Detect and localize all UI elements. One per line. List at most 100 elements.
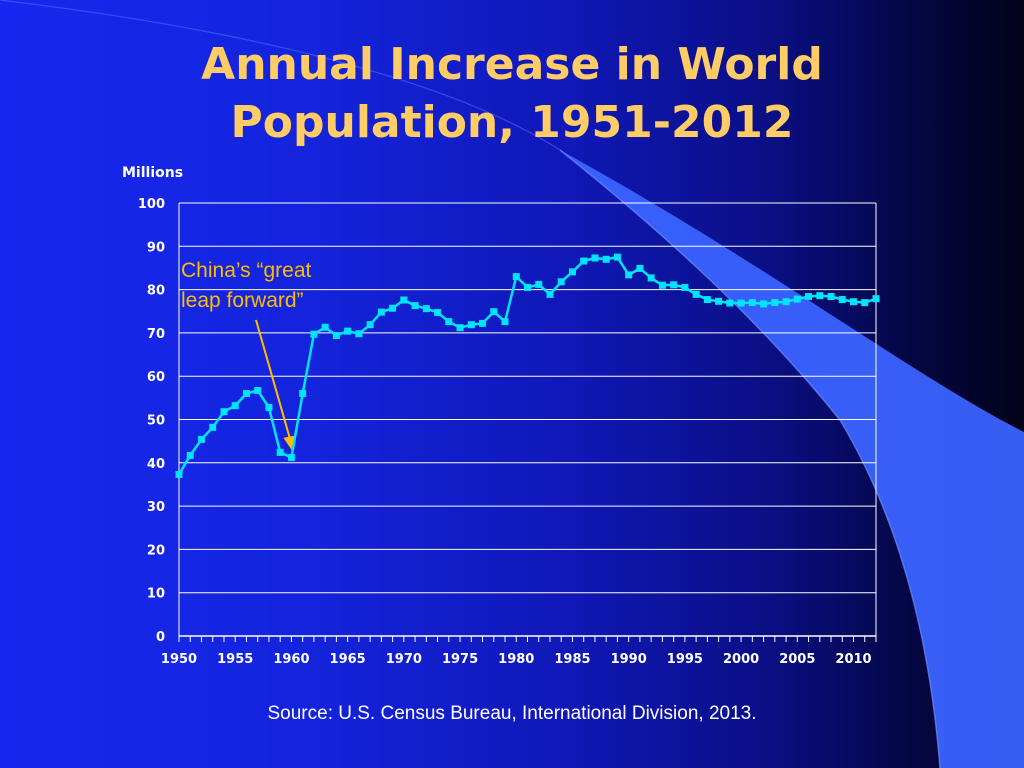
x-tick-label-1965: 1965	[330, 652, 366, 667]
data-point-2007	[816, 292, 824, 300]
x-tick-label-1970: 1970	[386, 652, 422, 667]
data-point-1974	[445, 318, 453, 326]
data-point-1980	[512, 273, 520, 281]
data-point-1996	[692, 290, 700, 298]
data-point-1976	[467, 321, 475, 329]
x-tick-label-1960: 1960	[273, 652, 309, 667]
data-point-1957	[254, 386, 262, 394]
data-point-2000	[737, 299, 745, 307]
y-axis-unit-label: Millions	[122, 165, 183, 181]
data-point-1998	[715, 297, 723, 305]
data-point-1975	[456, 324, 464, 332]
data-point-1963	[321, 323, 329, 331]
data-point-1973	[434, 309, 442, 317]
data-point-2002	[760, 300, 768, 308]
x-tick-label-2005: 2005	[779, 652, 815, 667]
data-point-1965	[344, 327, 352, 335]
data-point-2003	[771, 299, 779, 307]
data-point-2009	[838, 296, 846, 304]
y-tick-label-30: 30	[147, 500, 165, 515]
x-tick-label-1980: 1980	[498, 652, 534, 667]
x-tick-label-1995: 1995	[667, 652, 703, 667]
data-point-1991	[636, 264, 644, 272]
source-citation: Source: U.S. Census Bureau, Internationa…	[267, 703, 757, 724]
data-point-1985	[568, 268, 576, 276]
data-point-1954	[220, 408, 228, 416]
data-point-1989	[613, 253, 621, 261]
data-point-1986	[580, 257, 588, 265]
y-tick-label-10: 10	[147, 587, 165, 602]
slide-title: Annual Increase in World Population, 195…	[0, 36, 1024, 152]
x-tick-label-2000: 2000	[723, 652, 759, 667]
data-point-2008	[827, 293, 835, 301]
x-axis	[178, 635, 877, 642]
data-point-1953	[209, 423, 217, 431]
data-point-1992	[647, 274, 655, 282]
data-point-1977	[479, 319, 487, 327]
x-tick-label-2010: 2010	[835, 652, 871, 667]
data-point-2010	[850, 298, 858, 306]
data-point-1983	[546, 290, 554, 298]
data-point-1961	[299, 390, 307, 398]
slide-title-line-2: Population, 1951-2012	[230, 97, 794, 148]
data-point-1971	[411, 302, 419, 310]
x-axis-tick-labels: 1950 1955 1960 1965 1970 1975 1980 1985 1990 1995…	[161, 652, 872, 667]
data-point-1978	[490, 308, 498, 316]
data-point-1959	[276, 448, 284, 456]
data-point-1969	[389, 304, 397, 312]
data-point-1950	[175, 470, 183, 478]
data-point-1988	[602, 255, 610, 263]
data-point-1960	[287, 454, 295, 462]
data-point-1999	[726, 299, 734, 307]
chart-gridlines	[178, 202, 877, 637]
data-point-1967	[366, 321, 374, 329]
x-tick-label-1975: 1975	[442, 652, 478, 667]
data-point-2001	[748, 299, 756, 307]
annotation-great-leap-forward: China’s “great leap forward”	[181, 259, 312, 450]
data-point-1995	[681, 283, 689, 291]
annotation-text-line-1: China’s “great	[181, 259, 312, 282]
annotation-text-line-2: leap forward”	[181, 289, 304, 312]
y-tick-label-20: 20	[147, 543, 165, 558]
data-point-2012	[872, 295, 880, 303]
annotation-arrow-head	[283, 435, 295, 450]
y-tick-label-40: 40	[147, 457, 165, 472]
x-tick-label-1985: 1985	[554, 652, 590, 667]
data-point-1981	[524, 283, 531, 291]
data-point-2006	[805, 293, 813, 301]
data-point-2004	[782, 298, 790, 306]
x-tick-label-1950: 1950	[161, 652, 197, 667]
data-point-1984	[557, 278, 565, 286]
data-point-1982	[535, 280, 543, 288]
x-tick-label-1990: 1990	[611, 652, 647, 667]
data-point-2011	[861, 299, 869, 307]
y-tick-label-100: 100	[138, 197, 165, 212]
data-point-1956	[242, 390, 250, 398]
series-annual-increase	[175, 253, 880, 478]
slide-title-line-1: Annual Increase in World	[201, 39, 823, 90]
data-point-1955	[231, 402, 239, 410]
data-point-1968	[377, 308, 385, 316]
data-point-1952	[197, 435, 205, 443]
y-tick-label-50: 50	[147, 414, 165, 429]
data-point-1951	[186, 451, 194, 459]
data-point-1997	[703, 296, 711, 304]
y-tick-label-0: 0	[156, 630, 165, 645]
y-tick-label-60: 60	[147, 370, 165, 385]
data-point-1964	[332, 331, 340, 339]
data-point-1972	[422, 305, 430, 313]
data-point-1994	[670, 281, 678, 289]
data-point-1990	[625, 271, 633, 279]
data-point-1987	[591, 254, 599, 262]
data-point-1966	[355, 330, 363, 338]
y-tick-label-90: 90	[147, 240, 165, 255]
data-point-1958	[265, 403, 273, 411]
data-point-1962	[310, 330, 318, 338]
y-axis-tick-labels: 0 10 20 30 40 50 60 70 80 90 100	[138, 197, 165, 645]
annotation-arrow-shaft	[255, 319, 293, 445]
data-point-2005	[793, 295, 801, 303]
y-tick-label-80: 80	[147, 284, 165, 299]
x-tick-label-1955: 1955	[217, 652, 253, 667]
